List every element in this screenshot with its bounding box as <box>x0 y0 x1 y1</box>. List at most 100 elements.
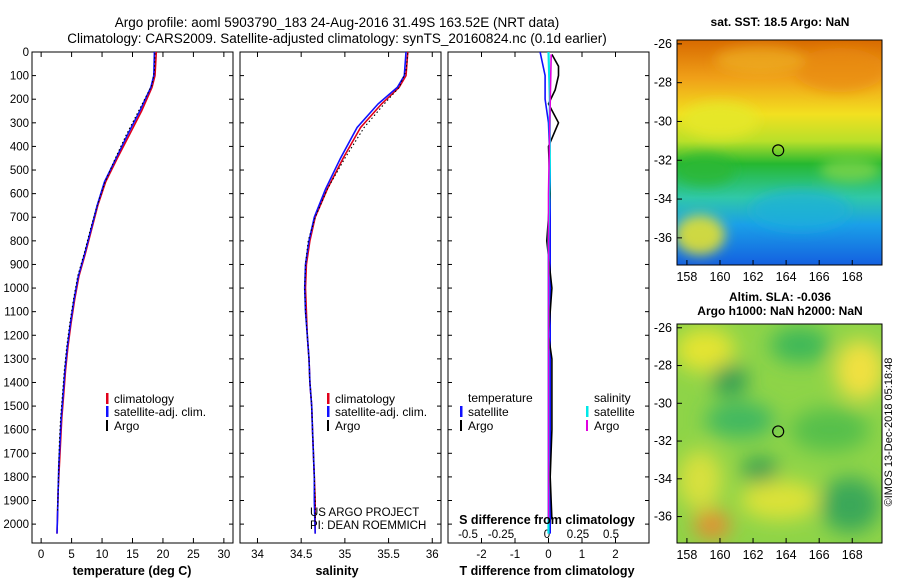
profile-location-marker <box>772 144 785 157</box>
x-tick-label: 2 <box>612 549 618 561</box>
depth-tick-label: 1100 <box>4 307 29 319</box>
sla-map-field <box>677 324 882 543</box>
map-y-tick-label: -26 <box>654 321 672 335</box>
s-tick-label: 0.5 <box>603 529 619 541</box>
legend-label-argo: Argo <box>114 419 140 433</box>
legend-label-s-satellite: satellite <box>594 405 635 419</box>
x-tick-label: 36 <box>426 549 439 561</box>
legend-swatch-climatology <box>327 393 330 404</box>
legend-label-argo: Argo <box>335 419 361 433</box>
x-tick-label: 25 <box>187 549 200 561</box>
depth-tick-label: 1800 <box>3 472 29 484</box>
sla-map-title: Altim. SLA: -0.036 <box>729 290 831 304</box>
map-x-tick-label: 168 <box>842 270 863 284</box>
depth-tick-label: 200 <box>10 94 29 106</box>
depth-tick-label: 1700 <box>3 448 29 460</box>
depth-tick-label: 2000 <box>3 519 29 531</box>
difference-xlabel: T difference from climatology <box>459 564 634 578</box>
difference-panel: -2 -1 0 1 2 -0.5 -0.25 0 0.25 0.5 T difference f… <box>447 51 650 578</box>
s-tick-label: -0.5 <box>458 529 478 541</box>
map-y-tick-label: -26 <box>654 37 672 51</box>
profile-location-marker <box>772 425 785 438</box>
map-x-tick-label: 168 <box>842 548 863 562</box>
x-tick-label: 30 <box>217 549 230 561</box>
x-tick-label: 35.5 <box>377 549 399 561</box>
legend-title-temperature: temperature <box>468 391 533 405</box>
legend-swatch-t-argo <box>460 420 462 431</box>
x-tick-label: 1 <box>579 549 585 561</box>
depth-tick-label: 100 <box>10 71 29 83</box>
map-y-tick-label: -32 <box>654 153 672 167</box>
legend-swatch-satellite <box>106 406 109 417</box>
x-tick-label: 34.5 <box>290 549 312 561</box>
legend-label-satellite: satellite-adj. clim. <box>335 405 427 419</box>
credit-line1: US ARGO PROJECT <box>310 507 419 519</box>
legend-swatch-climatology <box>106 393 109 404</box>
legend-swatch-t-satellite <box>460 406 463 417</box>
map-y-tick-label: -34 <box>654 472 672 486</box>
map-x-tick-label: 162 <box>743 270 764 284</box>
imos-stamp: ©IMOS 13-Dec-2018 05:18:48 <box>883 358 895 507</box>
depth-tick-label: 800 <box>10 236 29 248</box>
map-x-tick-label: 164 <box>776 270 797 284</box>
depth-tick-label: 0 <box>23 47 29 59</box>
depth-tick-label: 1600 <box>3 425 29 437</box>
sla-map-subtitle: Argo h1000: NaN h2000: NaN <box>697 304 862 318</box>
x-tick-label: -2 <box>476 549 486 561</box>
temperature-xlabel: temperature (deg C) <box>73 564 192 578</box>
map-y-tick-label: -32 <box>654 434 672 448</box>
legend-swatch-argo <box>327 420 329 431</box>
s-tick-label: 0.25 <box>567 529 589 541</box>
s-tick-label: -0.25 <box>488 529 514 541</box>
map-x-tick-label: 158 <box>676 548 697 562</box>
x-tick-label: 20 <box>157 549 170 561</box>
legend-swatch-s-argo <box>586 420 588 431</box>
depth-tick-label: 400 <box>10 141 29 153</box>
series-climatology <box>56 51 158 534</box>
x-tick-label: 15 <box>126 549 139 561</box>
legend-label-satellite: satellite-adj. clim. <box>114 405 206 419</box>
sst-map-field <box>677 40 882 265</box>
temperature-legend: climatology satellite-adj. clim. Argo <box>106 392 206 433</box>
legend-label-s-argo: Argo <box>594 419 620 433</box>
map-x-tick-label: 162 <box>743 548 764 562</box>
map-y-tick-label: -28 <box>654 359 672 373</box>
series-satellite-adj-clim- <box>56 51 156 534</box>
depth-tick-label: 700 <box>10 212 29 224</box>
header-line1: Argo profile: aoml 5903790_183 24-Aug-20… <box>115 15 560 30</box>
map-x-tick-label: 164 <box>776 548 797 562</box>
x-tick-label: 0 <box>545 549 551 561</box>
series-climatology <box>304 51 409 534</box>
salinity-xlabel: salinity <box>315 564 358 578</box>
legend-swatch-satellite <box>327 406 330 417</box>
difference-legend-salinity: salinity satellite Argo <box>586 391 635 433</box>
map-y-tick-label: -36 <box>654 231 672 245</box>
x-tick-label: -1 <box>510 549 520 561</box>
salinity-legend: climatology satellite-adj. clim. Argo <box>327 392 427 433</box>
legend-swatch-argo <box>106 420 108 431</box>
map-y-tick-label: -34 <box>654 192 672 206</box>
map-x-tick-label: 160 <box>710 548 731 562</box>
temperature-panel: 0 5 10 15 20 25 30 temperature (deg C) climato… <box>31 51 234 578</box>
legend-title-salinity: salinity <box>594 391 631 405</box>
depth-tick-label: 1400 <box>3 377 29 389</box>
depth-tick-label: 1200 <box>3 330 29 342</box>
map-x-tick-label: 166 <box>809 270 830 284</box>
map-y-tick-label: -30 <box>654 396 672 410</box>
difference-legend-temperature: temperature satellite Argo <box>460 391 533 433</box>
map-x-tick-label: 166 <box>809 548 830 562</box>
x-tick-label: 35 <box>338 549 351 561</box>
map-y-tick-label: -30 <box>654 114 672 128</box>
x-tick-label: 34 <box>251 549 264 561</box>
map-x-tick-label: 158 <box>676 270 697 284</box>
x-tick-label: 10 <box>96 549 109 561</box>
depth-tick-label: 1000 <box>3 283 29 295</box>
x-tick-label: 0 <box>38 549 44 561</box>
series-satellite-adj-clim- <box>303 51 407 534</box>
sst-map: sat. SST: 18.5 Argo: NaN 158 160 162 164 166… <box>654 15 883 284</box>
depth-tick-label: 1500 <box>3 401 29 413</box>
depth-tick-label: 1300 <box>3 354 29 366</box>
depth-tick-label: 900 <box>10 259 29 271</box>
header-line2: Climatology: CARS2009. Satellite-adjuste… <box>67 31 607 46</box>
